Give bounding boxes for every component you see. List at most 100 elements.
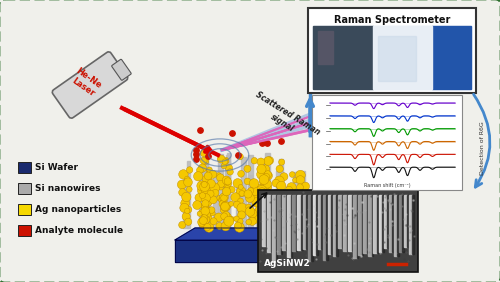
Polygon shape [367, 195, 368, 253]
FancyBboxPatch shape [308, 8, 476, 93]
Circle shape [244, 190, 252, 198]
Circle shape [237, 203, 247, 213]
Circle shape [228, 186, 235, 193]
Circle shape [258, 213, 263, 218]
Circle shape [246, 204, 252, 210]
Circle shape [264, 157, 272, 166]
Circle shape [288, 192, 298, 201]
Text: Analyte molecule: Analyte molecule [35, 226, 123, 235]
Circle shape [210, 218, 217, 225]
Text: AgSiNW2: AgSiNW2 [264, 259, 311, 268]
Circle shape [198, 218, 206, 226]
Circle shape [182, 212, 190, 221]
Circle shape [260, 202, 269, 210]
Circle shape [252, 198, 262, 207]
Polygon shape [175, 240, 290, 262]
Circle shape [220, 213, 228, 220]
Circle shape [278, 217, 283, 223]
Circle shape [296, 170, 306, 180]
Circle shape [216, 222, 223, 229]
Circle shape [258, 196, 266, 205]
FancyBboxPatch shape [52, 52, 128, 118]
Circle shape [234, 222, 242, 229]
Circle shape [202, 175, 211, 184]
Polygon shape [302, 195, 306, 249]
Circle shape [290, 172, 295, 177]
Circle shape [296, 184, 304, 191]
Circle shape [199, 221, 206, 228]
Circle shape [201, 181, 207, 188]
Polygon shape [382, 195, 384, 252]
Circle shape [258, 192, 266, 200]
Circle shape [220, 193, 228, 202]
Polygon shape [286, 195, 288, 250]
Point [262, 141, 270, 145]
Circle shape [227, 169, 234, 175]
Circle shape [296, 212, 303, 219]
Circle shape [275, 222, 282, 229]
Circle shape [219, 201, 226, 208]
Circle shape [246, 207, 255, 216]
Circle shape [274, 176, 284, 186]
Circle shape [201, 202, 208, 210]
Polygon shape [270, 195, 272, 252]
Polygon shape [276, 171, 280, 228]
Circle shape [294, 194, 304, 203]
Circle shape [208, 207, 215, 213]
Circle shape [272, 210, 280, 217]
Circle shape [201, 185, 210, 195]
Circle shape [204, 206, 210, 211]
Polygon shape [199, 166, 203, 228]
Text: Raman Spectrometer: Raman Spectrometer [334, 15, 450, 25]
Polygon shape [387, 195, 388, 248]
Circle shape [260, 215, 269, 224]
Circle shape [203, 180, 211, 188]
Circle shape [201, 193, 210, 203]
Circle shape [258, 194, 267, 202]
Point [234, 153, 242, 158]
Circle shape [200, 215, 209, 224]
Text: Scattered Raman
signal: Scattered Raman signal [248, 90, 322, 146]
Circle shape [268, 214, 274, 220]
Circle shape [194, 172, 203, 181]
Circle shape [210, 196, 217, 204]
Circle shape [261, 165, 270, 173]
Circle shape [224, 219, 230, 225]
Circle shape [200, 182, 209, 191]
Circle shape [238, 211, 246, 219]
Circle shape [276, 179, 282, 185]
Circle shape [210, 183, 220, 193]
Circle shape [300, 224, 308, 231]
Polygon shape [282, 195, 286, 250]
Circle shape [216, 173, 222, 178]
Circle shape [263, 173, 270, 180]
Circle shape [274, 216, 282, 225]
Polygon shape [202, 151, 208, 228]
Polygon shape [377, 195, 378, 253]
Polygon shape [293, 172, 298, 228]
Circle shape [229, 201, 234, 206]
Polygon shape [248, 155, 253, 228]
Circle shape [283, 220, 290, 227]
Circle shape [182, 192, 191, 202]
Circle shape [224, 157, 229, 163]
Circle shape [300, 216, 309, 226]
Circle shape [218, 180, 225, 188]
Polygon shape [272, 195, 276, 262]
Polygon shape [186, 161, 190, 228]
Circle shape [214, 213, 223, 222]
Circle shape [224, 202, 230, 209]
Circle shape [185, 206, 192, 213]
Polygon shape [226, 161, 230, 228]
Circle shape [286, 191, 291, 197]
Polygon shape [280, 195, 282, 254]
Circle shape [258, 188, 266, 197]
Polygon shape [374, 195, 377, 253]
Polygon shape [265, 153, 270, 228]
Circle shape [262, 221, 270, 230]
Circle shape [223, 213, 232, 221]
Circle shape [200, 157, 207, 164]
Text: Si nanowires: Si nanowires [35, 184, 100, 193]
Circle shape [250, 179, 258, 188]
Bar [18, 183, 31, 194]
